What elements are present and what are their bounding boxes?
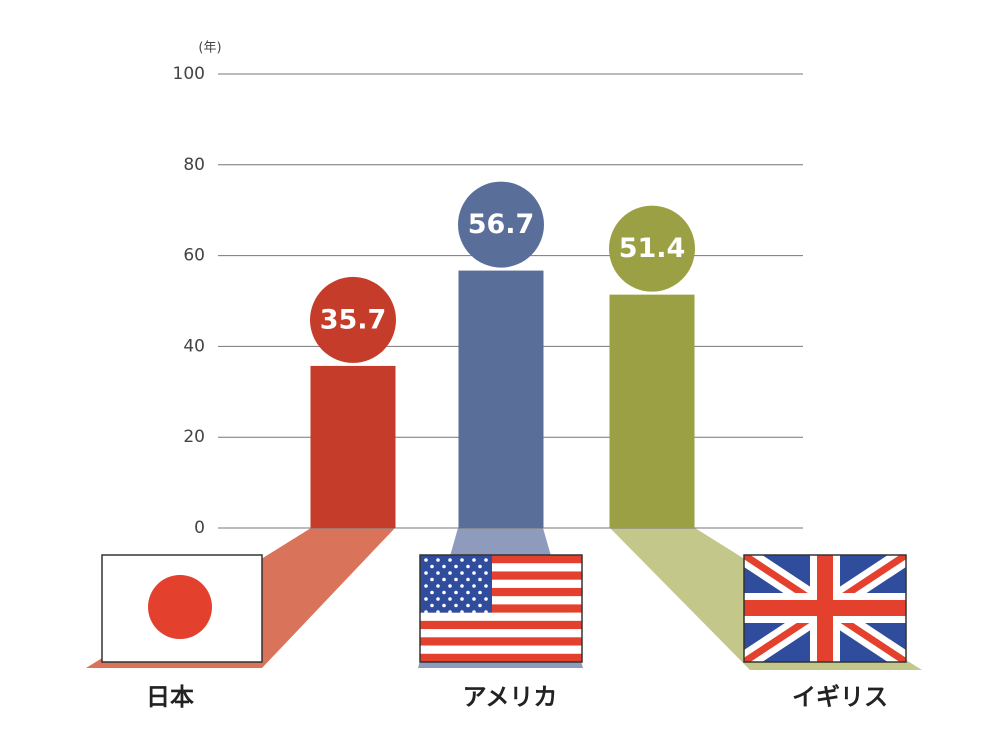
bar [609, 294, 695, 528]
stripe [420, 637, 582, 646]
star [448, 610, 452, 614]
star [424, 558, 428, 562]
star [436, 597, 440, 601]
star [448, 597, 452, 601]
star [472, 610, 476, 614]
star [454, 590, 458, 595]
value-label: 35.7 [320, 304, 387, 335]
stripe [420, 579, 582, 589]
stripe [420, 604, 582, 613]
y-tick-label: 80 [183, 155, 205, 175]
star [478, 590, 482, 595]
star [460, 584, 464, 588]
star [484, 558, 488, 562]
star [436, 558, 440, 562]
category-label: 日本 [146, 683, 194, 711]
star [454, 577, 458, 582]
flag-japan [101, 554, 263, 663]
y-tick-label: 20 [183, 427, 205, 447]
stripe [420, 555, 582, 564]
star [466, 603, 470, 608]
star [442, 564, 446, 569]
star [472, 571, 476, 575]
star [466, 590, 470, 595]
star [430, 590, 434, 595]
value-label: 51.4 [619, 233, 686, 264]
y-tick-label: 60 [183, 246, 205, 266]
star [472, 558, 476, 562]
star [424, 584, 428, 588]
star [478, 603, 482, 608]
y-tick-label: 40 [183, 336, 205, 356]
star [454, 564, 458, 569]
bar [458, 270, 544, 528]
value-badge [609, 205, 695, 292]
star [478, 577, 482, 582]
stripe [420, 645, 582, 655]
stripe [420, 629, 582, 638]
star [466, 564, 470, 569]
category-label: アメリカ [463, 683, 558, 711]
star [430, 564, 434, 569]
star [460, 558, 464, 562]
y-tick-label: 100 [173, 64, 205, 84]
star [484, 610, 488, 614]
flag-border [419, 554, 583, 663]
star [460, 610, 464, 614]
category-label: イギリス [792, 683, 888, 711]
star [430, 603, 434, 608]
star [460, 571, 464, 575]
star [424, 610, 428, 614]
stripe [420, 563, 582, 572]
value-label: 56.7 [468, 209, 535, 240]
star [472, 597, 476, 601]
star [442, 590, 446, 595]
star [436, 610, 440, 614]
canton [420, 555, 492, 613]
stripe [420, 612, 582, 622]
star [454, 603, 458, 608]
stripe [420, 571, 582, 580]
star [436, 571, 440, 575]
flag-usa [419, 554, 583, 663]
star [448, 571, 452, 575]
star [472, 584, 476, 588]
star [484, 597, 488, 601]
unit-label: (年) [198, 41, 221, 56]
stripe [420, 596, 582, 605]
y-tick-label: 0 [194, 518, 205, 538]
star [478, 564, 482, 569]
star [484, 584, 488, 588]
star [430, 577, 434, 582]
value-badge [310, 276, 396, 363]
stripe [420, 587, 582, 597]
star [442, 577, 446, 582]
star [436, 584, 440, 588]
bar [310, 365, 396, 528]
star [466, 577, 470, 582]
star [460, 597, 464, 601]
stripe [420, 653, 582, 663]
star [448, 558, 452, 562]
star [484, 571, 488, 575]
stripe [420, 620, 582, 630]
star [448, 584, 452, 588]
star [442, 603, 446, 608]
star [424, 597, 428, 601]
star [424, 571, 428, 575]
flag-uk [743, 554, 907, 663]
value-badge [458, 181, 544, 268]
